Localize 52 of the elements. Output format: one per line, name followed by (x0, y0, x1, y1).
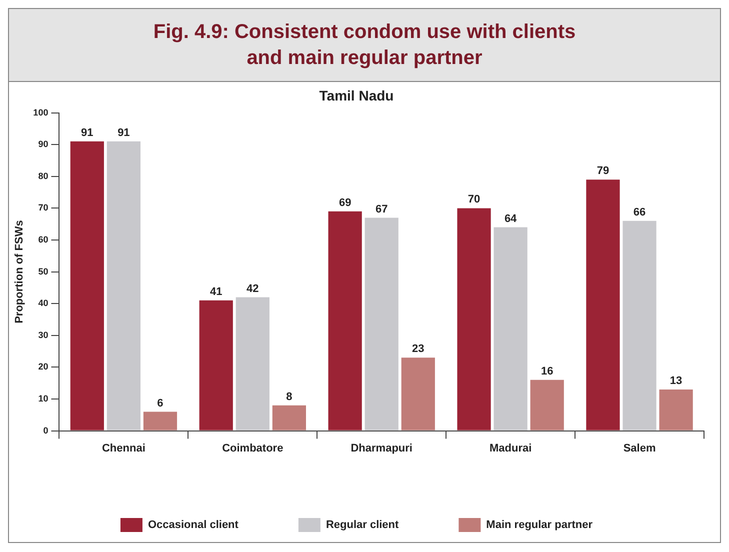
data-label: 64 (504, 212, 518, 225)
x-tick-label: Coimbatore (222, 442, 284, 454)
x-tick-label: Chennai (102, 442, 146, 454)
bar (143, 412, 178, 430)
data-label: 6 (157, 397, 164, 410)
bar (70, 141, 104, 430)
bar (199, 300, 233, 430)
y-tick-label: 50 (38, 266, 48, 276)
x-tick-label: Salem (623, 442, 656, 454)
data-label: 23 (412, 343, 424, 356)
data-label: 42 (246, 282, 259, 295)
data-label: 67 (375, 203, 388, 216)
y-tick-label: 70 (38, 202, 48, 213)
bar (364, 218, 398, 430)
bar (328, 211, 362, 430)
legend-label: Occasional client (148, 519, 239, 532)
bar (236, 297, 270, 430)
bar (401, 358, 435, 430)
bar (586, 180, 620, 430)
y-tick-label: 10 (38, 393, 48, 404)
bar (457, 208, 491, 430)
legend-label: Regular client (326, 519, 400, 532)
y-axis-title: Proportion of FSWs (14, 220, 26, 324)
bar (494, 227, 528, 430)
y-tick-label: 0 (43, 425, 48, 436)
chart-subtitle: Tamil Nadu (319, 87, 394, 104)
data-label: 16 (540, 365, 554, 378)
legend-label: Main regular partner (486, 519, 594, 532)
data-label: 69 (338, 196, 352, 209)
bar (106, 141, 140, 430)
bar (659, 389, 693, 430)
y-tick-label: 60 (38, 234, 48, 244)
data-label: 41 (210, 286, 222, 298)
data-label: 91 (118, 126, 130, 139)
y-tick-label: 80 (38, 170, 48, 181)
chart-title: Fig. 4.9: Consistent condom use with clients and main regular partner (9, 9, 720, 82)
data-label: 13 (670, 374, 682, 387)
y-tick-label: 90 (38, 139, 48, 150)
y-tick-label: 20 (38, 362, 48, 372)
data-label: 70 (468, 194, 480, 206)
bar (530, 380, 564, 430)
y-tick-label: 40 (38, 298, 48, 308)
data-label: 8 (286, 390, 292, 403)
y-tick-label: 100 (33, 107, 48, 118)
x-tick-label: Madurai (489, 442, 532, 454)
bar (272, 405, 306, 430)
y-tick-label: 30 (38, 330, 48, 340)
x-tick-label: Dharmapuri (350, 442, 412, 454)
data-label: 79 (596, 165, 610, 178)
data-label: 66 (633, 206, 646, 218)
bar (622, 220, 656, 430)
data-label: 91 (81, 126, 94, 139)
